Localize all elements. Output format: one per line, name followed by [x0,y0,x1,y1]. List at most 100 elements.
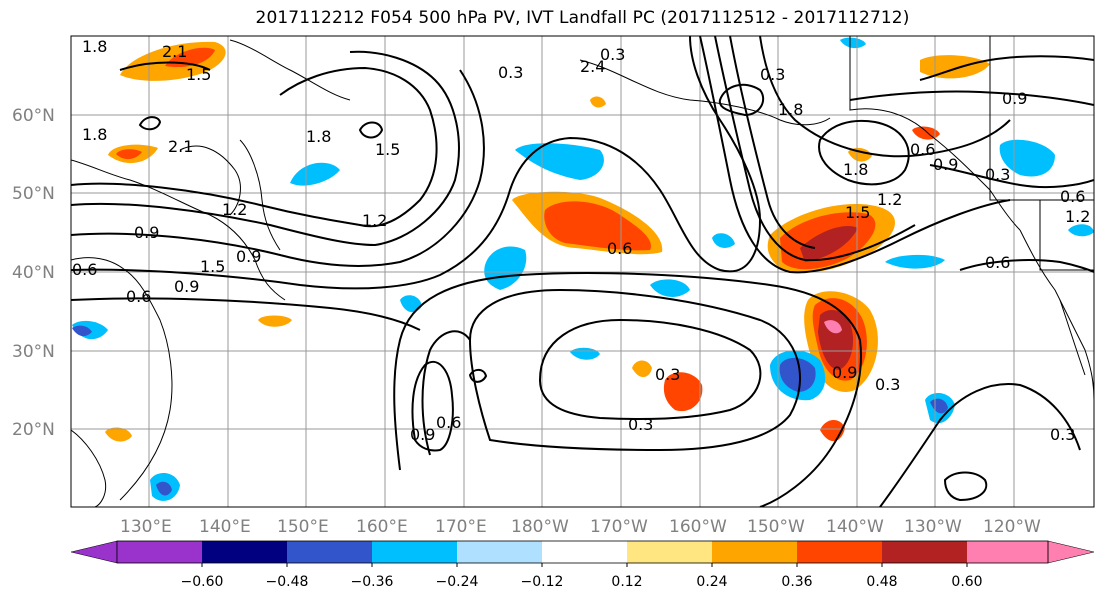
map-border [70,35,1095,508]
colorbar-label: 0.60 [951,574,982,590]
contour-label: 0.3 [760,65,785,84]
positive-anomaly [116,149,142,160]
positive-anomaly [800,226,858,262]
contour-label: 0.9 [832,363,857,382]
colorbar-ticks [201,563,968,567]
contour-label: 0.9 [236,247,261,266]
contour-label: 1.2 [222,200,247,219]
contour-label: 1.8 [843,160,868,179]
contour-label: 0.3 [985,165,1010,184]
contour-label: 1.8 [778,100,803,119]
negative-anomaly [999,139,1055,177]
colorbar-segment [712,541,797,563]
contour-label: 0.3 [498,63,523,82]
positive-anomaly [920,55,990,79]
lon-labels: 130°E 140°E 150°E 160°E 170°E 180°W 170°… [120,517,1041,537]
pv-contours [71,36,1094,507]
negative-anomaly [712,233,735,248]
positive-anomaly [258,315,292,327]
contour-label: 0.3 [1050,425,1075,444]
contour-label: 0.6 [1060,187,1085,206]
negative-anomaly [840,37,866,49]
contour-label: 1.8 [306,127,331,146]
lon-label: 170°E [435,517,487,537]
contour-label: 2.1 [162,42,187,61]
lon-label: 140°E [199,517,251,537]
colorbar-segment [797,541,882,563]
lon-label: 150°W [747,517,805,537]
contour-label: 0.6 [910,140,935,159]
contour-label: 0.6 [126,287,151,306]
contour-label: 0.6 [72,260,97,279]
lon-label: 130°E [120,517,172,537]
contour-label: 1.5 [200,257,225,276]
colorbar-label: −0.24 [436,574,479,590]
negative-anomaly [484,246,527,290]
colorbar-segment [372,541,457,563]
lon-label: 150°E [277,517,329,537]
contour-label: 0.3 [600,45,625,64]
lat-label: 30°N [12,342,55,362]
colorbar-border [116,540,1049,564]
negative-anomaly [290,162,340,186]
colorbar-label: −0.36 [351,574,394,590]
colorbar-segment [457,541,542,563]
colorbar-label: −0.12 [521,574,564,590]
lat-label: 20°N [12,420,55,440]
coastlines [71,36,1094,507]
colorbar-extend-high [1047,540,1095,564]
contour-label: 0.3 [655,365,680,384]
contour-label: 0.9 [1002,89,1027,108]
map-title: 2017112212 F054 500 hPa PV, IVT Landfall… [255,8,910,28]
contour-label: 1.2 [1065,207,1090,226]
colorbar-extend-low [70,540,118,564]
negative-anomaly [1068,224,1094,237]
contour-label: 0.9 [933,155,958,174]
colorbar-label: −0.60 [181,574,224,590]
lon-label: 170°W [590,517,648,537]
lat-labels: 60°N 50°N 40°N 30°N 20°N [12,106,55,440]
contour-label: 1.8 [82,37,107,56]
colorbar-segment [882,541,967,563]
colorbar-label: 0.24 [696,574,727,590]
colorbar-segment [627,541,712,563]
contour-label: 1.5 [186,65,211,84]
positive-anomaly [632,360,652,378]
lat-label: 60°N [12,106,55,126]
negative-anomaly [515,143,604,180]
lat-label: 40°N [12,263,55,283]
positive-anomaly [824,320,842,334]
contour-label: 0.6 [436,413,461,432]
negative-anomaly [156,481,172,496]
lon-label: 160°E [356,517,408,537]
contour-label: 0.9 [134,223,159,242]
contour-label: 0.9 [174,277,199,296]
contour-label: 0.3 [875,375,900,394]
contour-label: 2.4 [580,57,605,76]
contour-label: 1.2 [362,211,387,230]
colorbar-segment [202,541,287,563]
negative-anomaly [885,254,945,269]
contour-label: 1.2 [877,190,902,209]
colorbar-segment [967,541,1048,563]
lon-label: 140°W [826,517,884,537]
lon-label: 130°W [904,517,962,537]
negative-anomaly [400,295,422,313]
colorbar-label: 0.12 [611,574,642,590]
lon-label: 120°W [983,517,1041,537]
positive-anomaly [848,147,872,162]
negative-anomaly [650,279,690,297]
colorbar: −0.60 −0.48 −0.36 −0.24 −0.12 0.12 0.24 … [70,540,1095,590]
positive-anomaly [663,372,703,412]
colorbar-label: 0.48 [866,574,897,590]
contour-label: 0.9 [410,425,435,444]
contour-labels: 1.8 2.1 1.5 0.3 2.4 1.8 0.9 1.8 2.1 1.8 … [72,37,1090,444]
positive-anomaly [912,126,940,140]
contour-label: 2.1 [168,137,193,156]
contour-label: 0.6 [607,239,632,258]
negative-anomaly [779,357,816,392]
lat-label: 50°N [12,184,55,204]
colorbar-label: 0.36 [781,574,812,590]
positive-anomaly [590,96,606,108]
